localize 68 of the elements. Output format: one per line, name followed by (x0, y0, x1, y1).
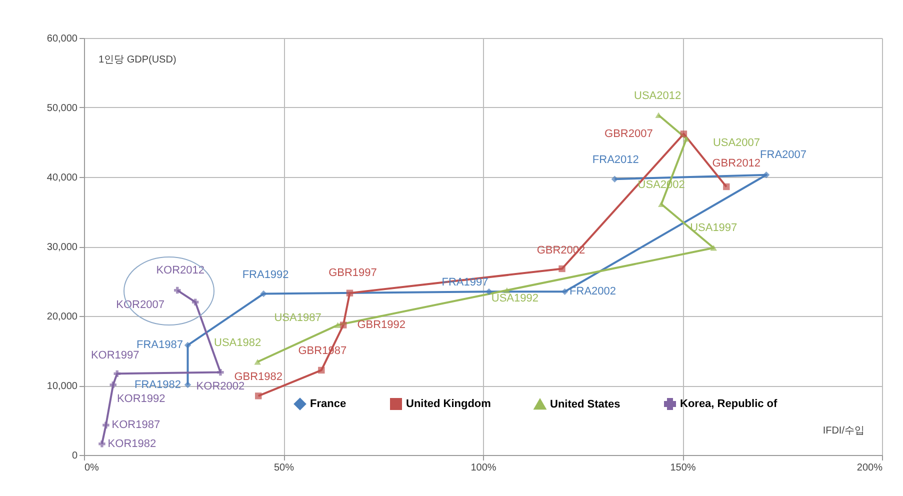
annotation: GBR1997 (328, 267, 377, 280)
point (98, 440, 106, 448)
annotation: KOR1982 (108, 438, 156, 450)
point (254, 358, 261, 365)
point (334, 322, 342, 328)
x-tick-label: 150% (670, 462, 696, 474)
x-tick-label: 0% (84, 462, 100, 474)
annotation: FRA2002 (570, 286, 616, 298)
annotation: FRA2007 (760, 148, 807, 161)
point (340, 322, 347, 328)
point (102, 422, 110, 428)
y-tick-label: 50,000 (46, 103, 78, 114)
x-tick-label: 50% (274, 462, 294, 474)
annotation: GBR2012 (712, 158, 761, 170)
annotation: FRA1987 (136, 339, 183, 352)
legend-label: United States (550, 398, 620, 410)
point (174, 286, 181, 294)
y-tick-label: 60,000 (46, 34, 78, 44)
y-tick-label: 30,000 (46, 242, 78, 253)
annotation: GBR1992 (357, 319, 406, 332)
point (255, 392, 262, 400)
y-tick-label: 40,000 (46, 172, 78, 184)
point (655, 112, 662, 118)
y-axis-title: 1인당 GDP(USD) (98, 54, 176, 66)
y-tick-label: 10,000 (46, 381, 78, 392)
annotation: KOR2002 (196, 380, 245, 392)
annotation: FRA1992 (242, 268, 289, 281)
point (762, 172, 770, 178)
annotation: FRA1982 (134, 378, 181, 391)
annotation: USA1982 (214, 336, 262, 349)
point (114, 370, 120, 378)
legend-label: United Kingdom (406, 398, 492, 410)
annotation: KOR1992 (116, 392, 166, 405)
point (561, 288, 568, 296)
annotation: KOR2012 (156, 264, 205, 276)
annotation: USA1992 (491, 292, 538, 304)
point (486, 288, 492, 296)
y-tick-label: 20,000 (46, 312, 78, 322)
point (260, 290, 267, 298)
point (683, 136, 690, 142)
legend-label: Korea, Republic of (680, 398, 778, 410)
annotation: FRA2012 (592, 154, 639, 166)
point (723, 183, 730, 190)
point (110, 381, 116, 388)
x-axis-title: IFDI/수입 (822, 426, 864, 436)
point (184, 342, 192, 349)
point (217, 368, 224, 376)
annotation: USA2012 (634, 90, 682, 102)
point (318, 366, 325, 374)
annotation: USA2007 (712, 136, 760, 149)
point (710, 244, 717, 251)
annotation: USA1997 (690, 222, 738, 234)
annotation: USA1987 (274, 312, 322, 324)
annotation: KOR1997 (90, 350, 140, 362)
x-tick-label: 200% (856, 462, 883, 474)
point (504, 287, 510, 294)
point (184, 381, 192, 388)
annotation: KOR1987 (112, 419, 160, 432)
annotation: GBR1982 (234, 370, 283, 383)
x-tick-label: 100% (470, 462, 496, 474)
point (346, 290, 354, 296)
point (192, 298, 199, 306)
annotation: GBR2007 (604, 128, 653, 140)
point (558, 265, 566, 272)
y-tick-label: 0 (72, 450, 78, 462)
legend-label: France (310, 398, 346, 410)
point (680, 130, 688, 138)
point (611, 176, 618, 182)
